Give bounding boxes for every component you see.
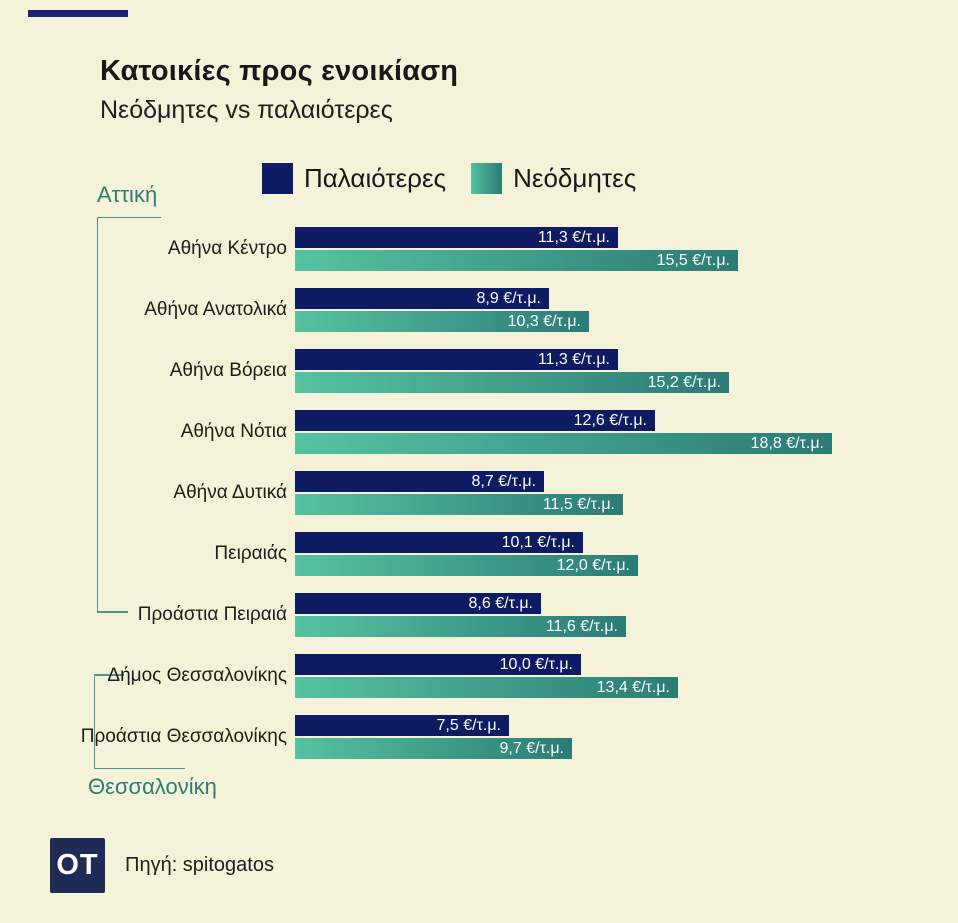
bar-value-label: 10,0 €/τ.μ. [499,656,573,673]
bar-newer: 9,7 €/τ.μ. [295,738,572,759]
group-label-attica: Αττική [97,182,158,207]
bar-older: 12,6 €/τ.μ. [295,410,655,431]
bar-value-label: 13,4 €/τ.μ. [596,679,670,696]
bar-newer: 11,5 €/τ.μ. [295,494,623,515]
bar-value-label: 10,1 €/τ.μ. [501,534,575,551]
category-label: Αθήνα Ανατολικά [144,299,287,320]
bar-newer: 15,5 €/τ.μ. [295,250,738,271]
bar-value-label: 18,8 €/τ.μ. [750,435,824,452]
bar-newer: 13,4 €/τ.μ. [295,677,678,698]
thessaloniki-group-bracket [94,674,185,769]
chart-row: Αθήνα Δυτικά 8,7 €/τ.μ. 11,5 €/τ.μ. [0,471,958,515]
attica-bracket-tick [97,611,128,613]
bar-value-label: 15,5 €/τ.μ. [656,252,730,269]
legend-label-newer: Νεόδμητες [513,163,637,193]
bar-newer: 10,3 €/τ.μ. [295,311,589,332]
group-label-thessaloniki: Θεσσαλονίκη [88,774,217,799]
legend: Παλαιότερες Νεόδμητες [262,163,650,194]
bar-newer: 18,8 €/τ.μ. [295,433,832,454]
ot-logo: OT [50,838,105,893]
chart-row: Αθήνα Κέντρο 11,3 €/τ.μ. 15,5 €/τ.μ. [0,227,958,271]
attica-group-bracket [97,217,161,613]
brand-accent-line [28,10,128,17]
bar-older: 7,5 €/τ.μ. [295,715,509,736]
bar-value-label: 11,3 €/τ.μ. [537,229,610,246]
category-label: Δήμος Θεσσαλονίκης [107,665,287,686]
category-label: Αθήνα Δυτικά [173,482,287,503]
bar-value-label: 12,0 €/τ.μ. [556,557,630,574]
bar-value-label: 11,5 €/τ.μ. [542,496,615,513]
chart-row: Δήμος Θεσσαλονίκης 10,0 €/τ.μ. 13,4 €/τ.μ. [0,654,958,698]
bar-older: 11,3 €/τ.μ. [295,227,618,248]
bar-older: 11,3 €/τ.μ. [295,349,618,370]
chart-row: Προάστια Θεσσαλονίκης 7,5 €/τ.μ. 9,7 €/τ.μ… [0,715,958,759]
category-label: Αθήνα Κέντρο [167,238,287,259]
chart-row: Αθήνα Νότια 12,6 €/τ.μ. 18,8 €/τ.μ. [0,410,958,454]
chart-row: Προάστια Πειραιά 8,6 €/τ.μ. 11,6 €/τ.μ. [0,593,958,637]
thessaloniki-bracket-tick [94,674,124,676]
bar-value-label: 8,7 €/τ.μ. [471,473,536,490]
source-text: Πηγή: spitogatos [125,854,274,876]
category-label: Αθήνα Νότια [180,421,287,442]
legend-label-older: Παλαιότερες [304,163,447,193]
bar-newer: 11,6 €/τ.μ. [295,616,626,637]
bar-value-label: 15,2 €/τ.μ. [647,374,721,391]
chart-row: Αθήνα Ανατολικά 8,9 €/τ.μ. 10,3 €/τ.μ. [0,288,958,332]
legend-swatch-newer [471,163,503,194]
bar-newer: 12,0 €/τ.μ. [295,555,638,576]
category-label: Προάστια Θεσσαλονίκης [80,726,287,747]
bar-value-label: 12,6 €/τ.μ. [573,412,647,429]
chart-row: Αθήνα Βόρεια 11,3 €/τ.μ. 15,2 €/τ.μ. [0,349,958,393]
bar-older: 10,0 €/τ.μ. [295,654,581,675]
bar-older: 8,9 €/τ.μ. [295,288,549,309]
bar-value-label: 11,3 €/τ.μ. [537,351,610,368]
bar-older: 10,1 €/τ.μ. [295,532,583,553]
page-subtitle: Νεόδμητες vs παλαιότερες [100,96,393,124]
category-label: Πειραιάς [214,543,287,564]
category-label: Προάστια Πειραιά [137,604,287,625]
bar-older: 8,6 €/τ.μ. [295,593,541,614]
category-label: Αθήνα Βόρεια [169,360,287,381]
bar-value-label: 11,6 €/τ.μ. [545,618,618,635]
bar-value-label: 7,5 €/τ.μ. [436,717,501,734]
bar-value-label: 8,9 €/τ.μ. [476,290,541,307]
bar-value-label: 10,3 €/τ.μ. [507,313,581,330]
bar-older: 8,7 €/τ.μ. [295,471,544,492]
bar-value-label: 9,7 €/τ.μ. [499,740,564,757]
page-title: Κατοικίες προς ενοικίαση [100,55,459,87]
legend-swatch-older [262,163,293,194]
chart-row: Πειραιάς 10,1 €/τ.μ. 12,0 €/τ.μ. [0,532,958,576]
bar-newer: 15,2 €/τ.μ. [295,372,729,393]
bar-value-label: 8,6 €/τ.μ. [468,595,533,612]
